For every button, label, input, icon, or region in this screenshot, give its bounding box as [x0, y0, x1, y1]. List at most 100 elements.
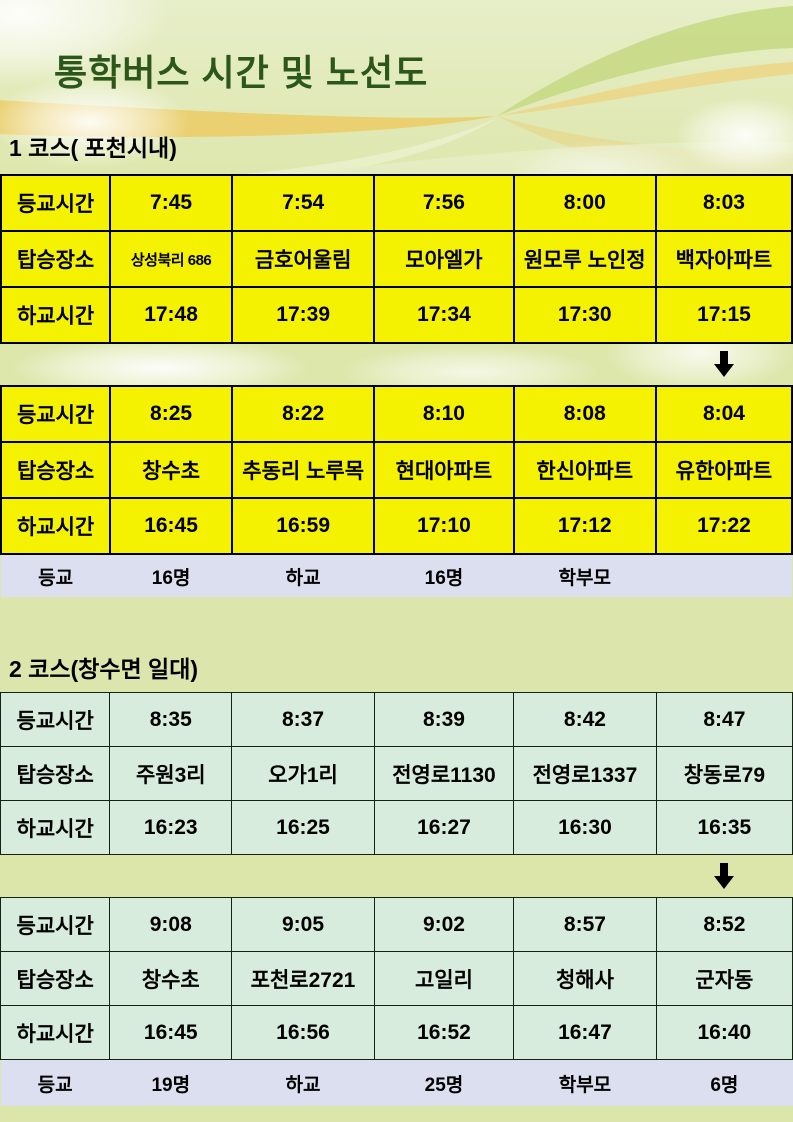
row-label-board: 등교시간 — [0, 174, 112, 232]
return-time-cell: 17:39 — [230, 286, 376, 344]
board-time-cell: 8:08 — [512, 385, 657, 443]
board-time-cell: 7:56 — [373, 174, 515, 232]
row-label-return: 하교시간 — [0, 286, 112, 344]
return-time-cell: 16:52 — [373, 1005, 515, 1060]
return-time-row: 하교시간 16:23 16:25 16:27 16:30 16:35 — [0, 800, 793, 855]
return-time-cell: 16:40 — [655, 1005, 793, 1060]
board-time-cell: 8:52 — [655, 897, 793, 952]
return-time-cell: 17:30 — [512, 286, 657, 344]
stop-row: 탑승장소 주원3리 오가1리 전영로1130 전영로1337 창동로79 — [0, 746, 793, 801]
spacer-cell — [110, 855, 232, 898]
spacer-cell — [1, 343, 110, 386]
course-1-heading: 1 코스( 포천시내) — [9, 135, 177, 161]
summary-cell — [655, 554, 792, 597]
stop-row: 탑승장소 창수초 추동리 노루목 현대아파트 한신아파트 유한아파트 — [0, 441, 793, 499]
stop-cell: 오가1리 — [231, 746, 375, 801]
summary-cell: 등교 — [0, 1059, 110, 1106]
spacer-cell — [110, 343, 232, 386]
stop-cell: 금호어울림 — [230, 230, 376, 288]
spacer-cell — [232, 855, 375, 898]
return-time-row: 하교시간 16:45 16:56 16:52 16:47 16:40 — [0, 1005, 793, 1060]
board-time-row: 등교시간 9:08 9:05 9:02 8:57 8:52 — [0, 897, 793, 952]
summary-row: 등교 16명 하교 16명 학부모 — [1, 554, 792, 597]
summary-cell: 16명 — [110, 554, 232, 597]
stop-cell: 창수초 — [109, 441, 233, 499]
stop-row: 탑승장소 상성북리 686 금호어울림 모아엘가 원모루 노인정 백자아파트 — [0, 230, 793, 288]
stop-cell: 고일리 — [373, 951, 515, 1006]
return-time-cell: 17:12 — [512, 497, 657, 555]
board-time-cell: 8:10 — [373, 385, 515, 443]
return-time-row: 하교시간 17:48 17:39 17:34 17:30 17:15 — [0, 286, 793, 344]
board-time-cell: 8:57 — [513, 897, 657, 952]
return-time-cell: 16:27 — [373, 800, 515, 855]
course-1-schedule-table: 등교시간 7:45 7:54 7:56 8:00 8:03 탑승장소 상성북리 … — [0, 174, 793, 597]
return-time-cell: 16:59 — [230, 497, 376, 555]
spacer-cell — [374, 855, 513, 898]
summary-cell: 16명 — [374, 554, 514, 597]
summary-cell: 19명 — [109, 1059, 232, 1106]
stop-row: 탑승장소 창수초 포천로2721 고일리 청해사 군자동 — [0, 951, 793, 1006]
return-time-cell: 17:22 — [654, 497, 793, 555]
board-time-row: 등교시간 7:45 7:54 7:56 8:00 8:03 — [0, 174, 793, 232]
row-label-return: 하교시간 — [0, 800, 111, 855]
board-time-row: 등교시간 8:25 8:22 8:10 8:08 8:04 — [0, 385, 793, 443]
stop-cell: 현대아파트 — [373, 441, 515, 499]
row-label-board: 등교시간 — [0, 692, 111, 747]
board-time-cell: 7:45 — [109, 174, 233, 232]
return-time-cell: 17:15 — [654, 286, 793, 344]
summary-cell: 25명 — [374, 1059, 514, 1106]
board-time-cell: 8:39 — [373, 692, 515, 747]
board-time-cell: 8:42 — [513, 692, 657, 747]
arrow-cell — [656, 855, 792, 898]
stop-cell: 한신아파트 — [512, 441, 657, 499]
return-time-row: 하교시간 16:45 16:59 17:10 17:12 17:22 — [0, 497, 793, 555]
return-time-cell: 17:10 — [373, 497, 515, 555]
row-label-board: 등교시간 — [0, 385, 112, 443]
down-arrow-icon — [713, 351, 734, 377]
spacer-cell — [514, 343, 656, 386]
route-direction-row — [1, 343, 792, 386]
board-time-cell: 8:04 — [654, 385, 793, 443]
stop-cell: 청해사 — [513, 951, 657, 1006]
board-time-cell: 8:25 — [109, 385, 233, 443]
board-time-cell: 8:00 — [512, 174, 657, 232]
down-arrow-icon — [714, 862, 735, 889]
spacer-cell — [232, 343, 374, 386]
row-label-stop: 탑승장소 — [0, 230, 112, 288]
summary-cell: 하교 — [231, 554, 375, 597]
board-time-cell: 8:37 — [231, 692, 375, 747]
spacer-cell — [374, 343, 513, 386]
stop-cell: 전영로1337 — [513, 746, 657, 801]
route-direction-row — [1, 855, 793, 898]
spacer-cell — [1, 855, 110, 898]
stop-cell: 포천로2721 — [231, 951, 375, 1006]
board-time-cell: 8:03 — [654, 174, 793, 232]
stop-cell: 주원3리 — [109, 746, 233, 801]
board-time-cell: 8:47 — [655, 692, 793, 747]
stop-cell: 백자아파트 — [654, 230, 793, 288]
course-2-schedule-table: 등교시간 8:35 8:37 8:39 8:42 8:47 탑승장소 주원3리 … — [0, 692, 793, 1106]
stop-cell: 추동리 노루목 — [230, 441, 376, 499]
board-time-cell: 9:02 — [373, 897, 515, 952]
row-label-board: 등교시간 — [0, 897, 111, 952]
board-time-cell: 9:08 — [109, 897, 233, 952]
return-time-cell: 16:30 — [513, 800, 657, 855]
spacer-cell — [514, 855, 657, 898]
board-time-cell: 8:35 — [109, 692, 233, 747]
stop-cell: 상성북리 686 — [109, 230, 233, 288]
row-label-stop: 탑승장소 — [0, 951, 111, 1006]
summary-cell: 등교 — [1, 554, 111, 597]
row-label-return: 하교시간 — [0, 497, 112, 555]
return-time-cell: 17:48 — [109, 286, 233, 344]
return-time-cell: 16:35 — [655, 800, 793, 855]
board-time-cell: 8:22 — [230, 385, 376, 443]
stop-cell: 유한아파트 — [654, 441, 793, 499]
course-2-heading: 2 코스(창수면 일대) — [9, 656, 199, 682]
stop-cell: 원모루 노인정 — [512, 230, 657, 288]
return-time-cell: 16:45 — [109, 497, 233, 555]
return-time-cell: 17:34 — [373, 286, 515, 344]
page-title: 통학버스 시간 및 노선도 — [54, 52, 429, 93]
return-time-cell: 16:25 — [231, 800, 375, 855]
summary-cell: 학부모 — [513, 1059, 657, 1106]
